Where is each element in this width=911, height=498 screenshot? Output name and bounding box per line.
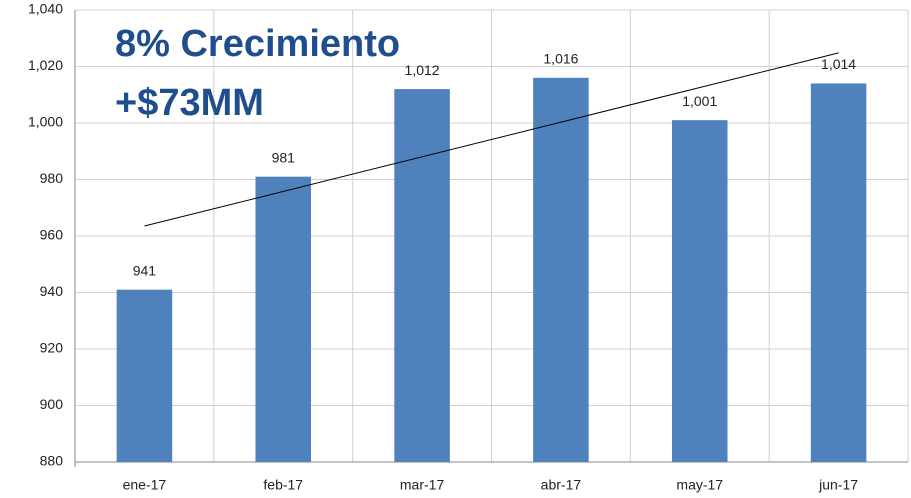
bar bbox=[533, 77, 589, 463]
y-tick-label: 1,040 bbox=[28, 1, 63, 17]
bar bbox=[116, 289, 173, 462]
annotation: +$73MM bbox=[115, 82, 264, 124]
y-tick-label: 880 bbox=[40, 453, 64, 469]
data-label: 1,012 bbox=[405, 62, 440, 78]
bar bbox=[671, 120, 728, 463]
x-tick-label: mar-17 bbox=[400, 477, 445, 493]
bar bbox=[394, 89, 450, 462]
y-tick-label: 920 bbox=[40, 340, 64, 356]
bar bbox=[255, 176, 312, 463]
y-tick-label: 940 bbox=[40, 283, 64, 299]
data-label: 981 bbox=[272, 149, 296, 165]
x-tick-label: feb-17 bbox=[263, 477, 303, 493]
y-tick-label: 980 bbox=[40, 170, 64, 186]
x-tick-label: ene-17 bbox=[123, 477, 167, 493]
data-label: 1,001 bbox=[682, 93, 717, 109]
y-tick-label: 1,000 bbox=[28, 114, 63, 130]
bar bbox=[810, 83, 867, 462]
data-label: 941 bbox=[133, 262, 157, 278]
y-tick-label: 960 bbox=[40, 227, 64, 243]
annotation: 8% Crecimiento bbox=[115, 23, 400, 65]
data-label: 1,014 bbox=[821, 56, 856, 72]
trendline bbox=[144, 52, 839, 227]
x-tick-label: jun-17 bbox=[818, 477, 858, 493]
x-tick-label: may-17 bbox=[676, 477, 723, 493]
x-tick-label: abr-17 bbox=[541, 477, 582, 493]
data-label: 1,016 bbox=[543, 51, 578, 67]
y-tick-label: 900 bbox=[40, 396, 64, 412]
y-tick-label: 1,020 bbox=[28, 57, 63, 73]
